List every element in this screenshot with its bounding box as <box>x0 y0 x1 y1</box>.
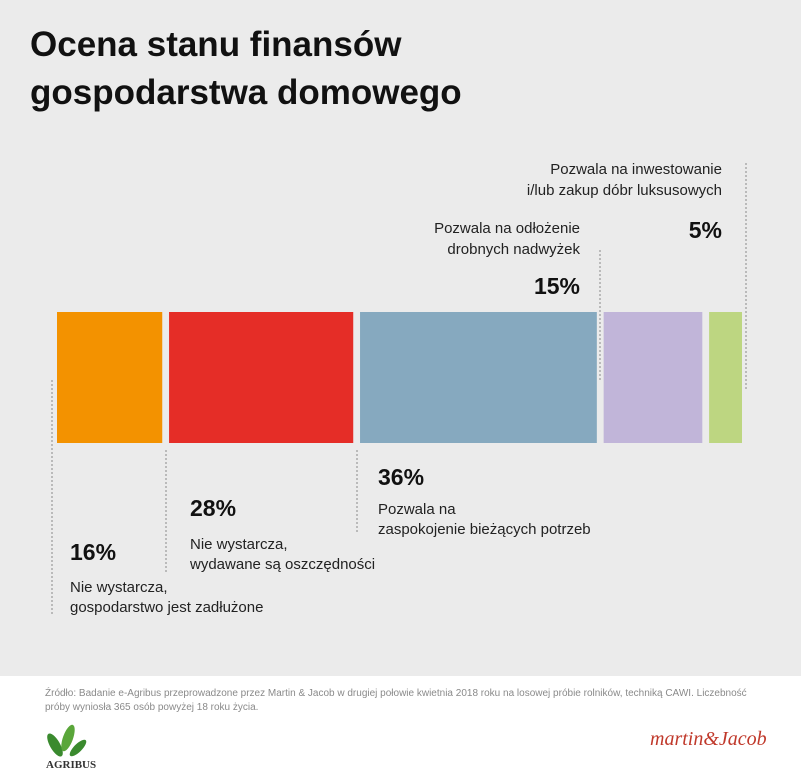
value-label: 15% <box>534 273 580 299</box>
category-label: zaspokojenie bieżących potrzeb <box>378 521 591 538</box>
category-label: Nie wystarcza, <box>190 536 288 553</box>
category-label: i/lub zakup dóbr luksusowych <box>527 182 722 199</box>
chart-title: Ocena stanu finansów <box>30 25 402 64</box>
bar-segment <box>709 312 742 443</box>
value-label: 28% <box>190 495 236 521</box>
value-label: 16% <box>70 539 116 565</box>
chart-title: gospodarstwa domowego <box>30 73 462 112</box>
leaf <box>69 739 87 757</box>
category-label: Pozwala na odłożenie <box>434 220 580 237</box>
bar-segment <box>169 312 354 443</box>
leaf <box>47 733 63 757</box>
agribus-logo: AGRIBUS <box>46 724 96 771</box>
value-label: 36% <box>378 464 424 490</box>
leaf <box>61 724 75 752</box>
bar-segment <box>603 312 703 443</box>
category-label: gospodarstwo jest zadłużone <box>70 599 263 616</box>
value-label: 5% <box>689 217 722 243</box>
source-note: Źródło: Badanie e-Agribus przeprowadzone… <box>45 688 747 713</box>
bar-segment <box>360 312 597 443</box>
category-label: Pozwala na <box>378 501 456 518</box>
category-label: drobnych nadwyżek <box>447 241 580 258</box>
category-label: wydawane są oszczędności <box>189 556 375 573</box>
signature-logo: martin&Jacob <box>650 728 767 750</box>
category-label: Pozwala na inwestowanie <box>550 161 722 178</box>
logo-text: AGRIBUS <box>46 759 96 771</box>
bar-segment <box>57 312 163 443</box>
category-label: Nie wystarcza, <box>70 579 168 596</box>
